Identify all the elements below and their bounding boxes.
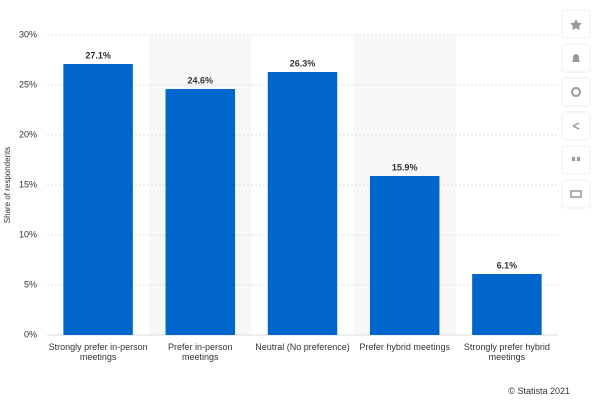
y-tick-label: 30% <box>19 29 37 39</box>
value-label: 24.6% <box>188 75 214 85</box>
share-icon <box>572 122 580 130</box>
value-label: 15.9% <box>392 162 418 172</box>
bar <box>472 274 542 335</box>
x-tick-label: Strongly prefer in-person meetings <box>48 342 148 362</box>
x-tick-label: Strongly prefer hybrid meetings <box>463 342 550 362</box>
value-label: 27.1% <box>85 50 111 60</box>
value-label: 6.1% <box>497 260 518 270</box>
x-tick-label: Neutral (No preference) <box>255 342 350 352</box>
y-tick-label: 0% <box>24 329 37 339</box>
bar <box>63 64 133 335</box>
cite-button[interactable] <box>561 145 591 175</box>
bar <box>165 89 236 335</box>
y-tick-label: 25% <box>19 79 37 89</box>
settings-button[interactable] <box>561 77 591 107</box>
value-label: 26.3% <box>290 58 316 68</box>
bell-icon <box>572 54 580 62</box>
source-credit: © Statista 2021 <box>508 386 570 396</box>
y-tick-label: 15% <box>19 179 37 189</box>
x-tick-label: Prefer in-person meetings <box>168 342 233 362</box>
y-tick-label: 5% <box>24 279 37 289</box>
bar <box>267 72 338 335</box>
x-tick-label: Prefer hybrid meetings <box>359 342 450 352</box>
print-icon <box>570 190 582 198</box>
bar <box>369 176 440 335</box>
gear-icon <box>571 87 581 97</box>
y-tick-label: 10% <box>19 229 37 239</box>
quote-icon <box>572 157 580 161</box>
print-button[interactable] <box>561 179 591 209</box>
star-icon <box>570 19 582 30</box>
y-axis-label: Share of respondents <box>3 147 12 224</box>
y-tick-label: 20% <box>19 129 37 139</box>
side-toolbar <box>561 9 591 209</box>
share-button[interactable] <box>561 111 591 141</box>
